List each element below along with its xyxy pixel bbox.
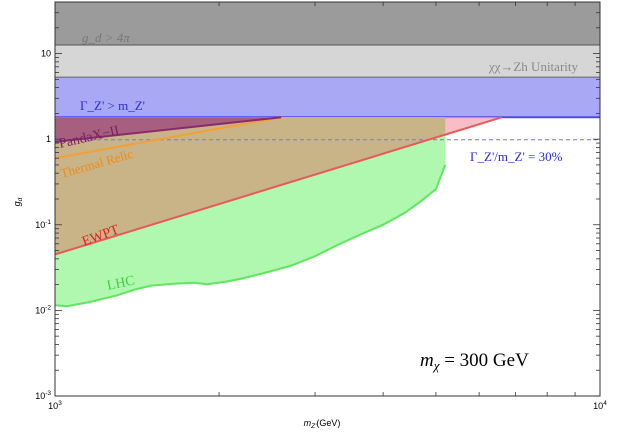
- lhc-boundary-curve: [55, 164, 447, 308]
- width-region: [55, 77, 600, 118]
- y-tick-label: 1: [46, 134, 51, 144]
- lhc-label: LHC: [106, 273, 137, 293]
- unitarity-region: [55, 45, 600, 78]
- x-axis-label: mZ'(GeV): [304, 418, 341, 430]
- width-label: Γ_Z' > m_Z': [80, 98, 145, 113]
- y-tick-label: 10: [41, 49, 51, 59]
- y-tick-label: 10-2: [35, 304, 51, 315]
- y-axis-label: gd: [12, 197, 24, 206]
- ewpt-boundary-line: [55, 116, 502, 256]
- mass-annotation: mχ = 300 GeV: [420, 350, 529, 373]
- plot-regions: [55, 2, 600, 308]
- y-tick-label: 10-3: [35, 390, 51, 401]
- x-tick-label: 104: [593, 400, 607, 411]
- width-30-label: Γ_Z'/m_Z' = 30%: [470, 149, 563, 164]
- perturbativity-label: g_d > 4π: [82, 30, 130, 45]
- pandax-boundary-line: [55, 116, 282, 143]
- thermal-relic-region: [55, 117, 446, 255]
- thermal-relic-line: [55, 116, 282, 160]
- y-tick-label: 10-1: [35, 219, 51, 230]
- unitarity-label: χχ→Zh Unitarity: [488, 59, 579, 74]
- perturbativity-region: [55, 2, 600, 46]
- axis-ticks: 10-3 10-2 10-1 1 10 103 104: [35, 1, 607, 411]
- x-tick-label: 103: [48, 400, 62, 411]
